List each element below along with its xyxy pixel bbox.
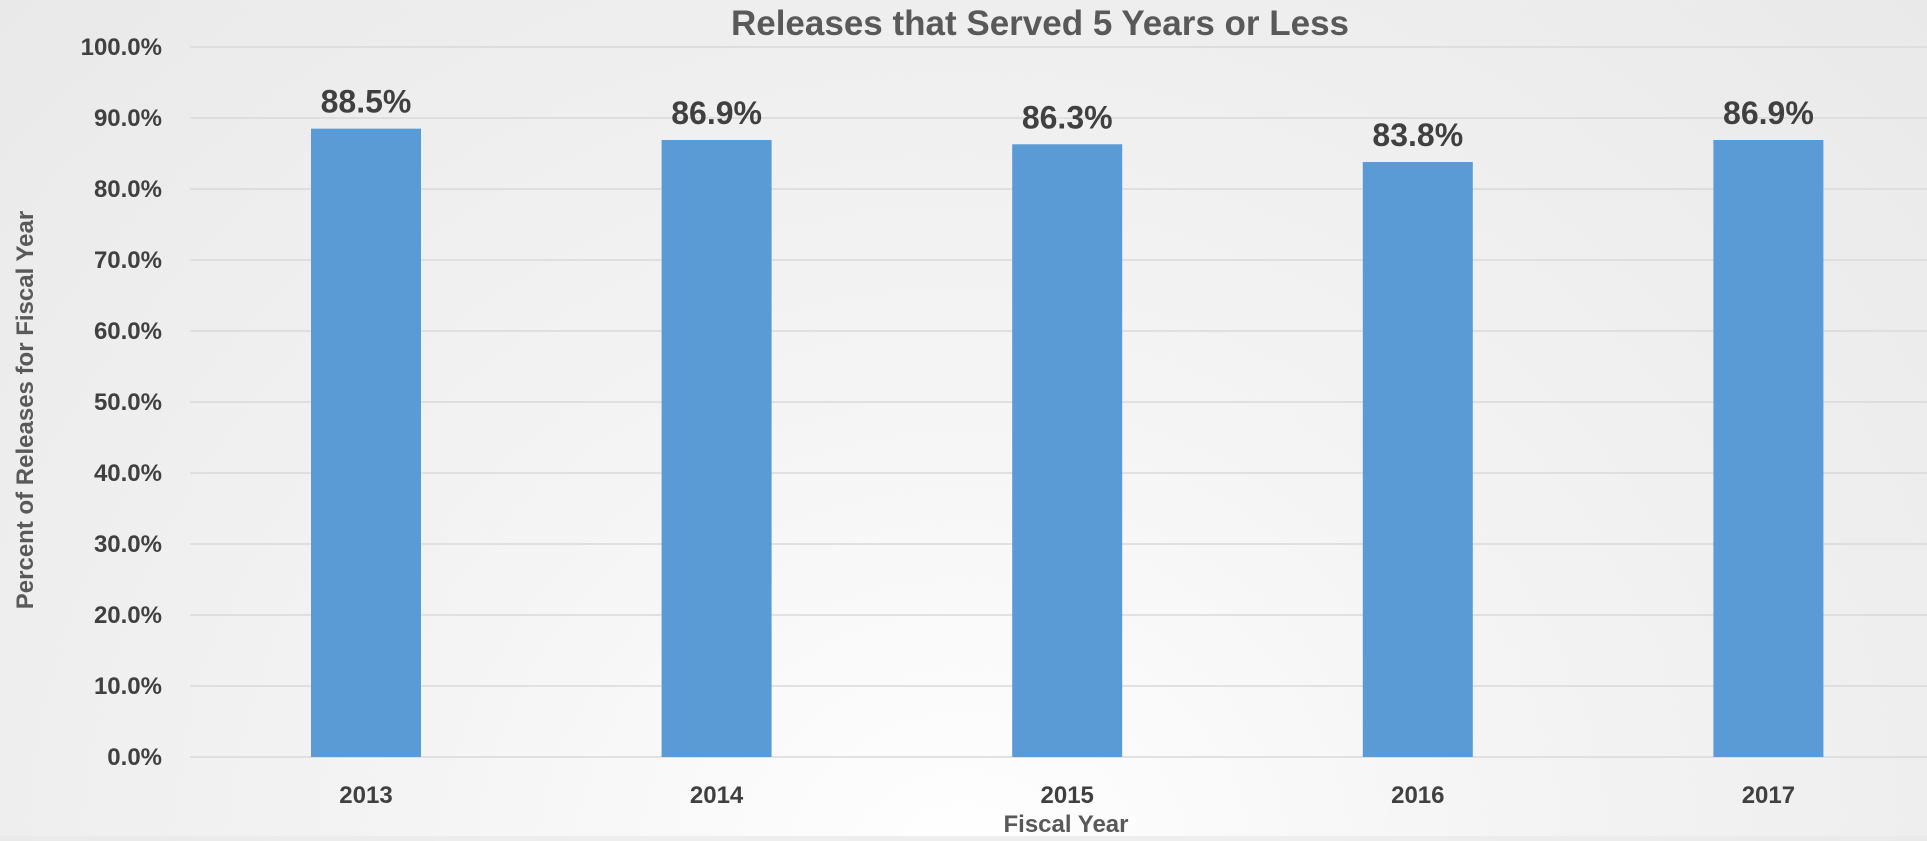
y-tick-label: 90.0% <box>94 105 162 132</box>
x-tick-label: 2013 <box>339 782 392 809</box>
y-tick-label: 50.0% <box>94 389 162 416</box>
y-tick-label: 20.0% <box>94 602 162 629</box>
y-tick-label: 70.0% <box>94 247 162 274</box>
bar-2017 <box>1713 140 1824 757</box>
x-tick-label: 2015 <box>1041 782 1094 809</box>
y-tick-label: 40.0% <box>94 460 162 487</box>
data-label: 86.9% <box>671 95 762 131</box>
y-tick-label: 100.0% <box>81 34 162 61</box>
y-tick-label: 0.0% <box>107 744 162 771</box>
data-label: 83.8% <box>1372 117 1463 153</box>
bars <box>311 128 1824 757</box>
x-tick-label: 2016 <box>1391 782 1444 809</box>
y-tick-label: 60.0% <box>94 318 162 345</box>
data-labels: 88.5% 86.9% 86.3% 83.8% 86.9% <box>321 84 1814 153</box>
y-tick-label: 10.0% <box>94 673 162 700</box>
x-tick-label: 2014 <box>690 782 744 809</box>
bar-2016 <box>1362 162 1473 757</box>
bar-2013 <box>311 128 421 757</box>
bar-2015 <box>1012 144 1123 757</box>
x-axis-tick-labels: 2013 2014 2015 2016 2017 <box>339 782 1795 809</box>
y-tick-label: 30.0% <box>94 531 162 558</box>
x-tick-label: 2017 <box>1742 782 1795 809</box>
data-label: 86.3% <box>1022 99 1113 135</box>
chart-title: Releases that Served 5 Years or Less <box>731 4 1349 43</box>
data-label: 86.9% <box>1723 95 1814 131</box>
y-axis-title: Percent of Releases for Fiscal Year <box>12 211 39 609</box>
data-label: 88.5% <box>321 84 412 120</box>
y-axis-tick-labels: 0.0% 10.0% 20.0% 30.0% 40.0% 50.0% 60.0% 70.0% 8… <box>81 34 162 771</box>
y-tick-label: 80.0% <box>94 176 162 203</box>
x-axis-title: Fiscal Year <box>1004 811 1129 836</box>
bar-2014 <box>661 140 772 757</box>
